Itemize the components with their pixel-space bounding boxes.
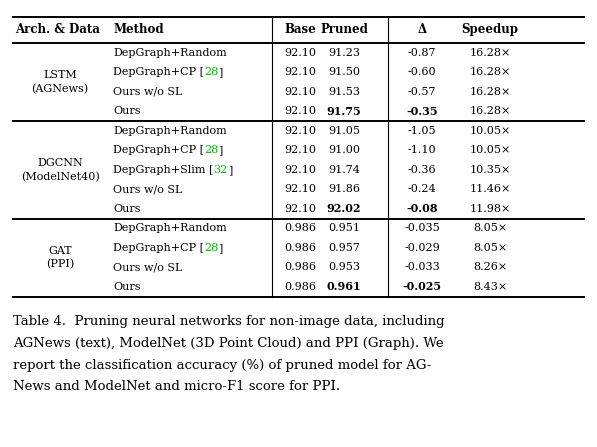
Text: 16.28×: 16.28× bbox=[469, 87, 510, 97]
Text: DepGraph+CP [: DepGraph+CP [ bbox=[113, 243, 204, 253]
Text: GAT: GAT bbox=[48, 245, 72, 256]
Text: AGNews (text), ModelNet (3D Point Cloud) and PPI (Graph). We: AGNews (text), ModelNet (3D Point Cloud)… bbox=[13, 337, 444, 350]
Text: (AGNews): (AGNews) bbox=[32, 84, 88, 94]
Text: DepGraph+Random: DepGraph+Random bbox=[113, 223, 227, 233]
Text: 91.53: 91.53 bbox=[328, 87, 360, 97]
Text: Ours: Ours bbox=[113, 282, 140, 292]
Text: Δ: Δ bbox=[417, 24, 427, 37]
Text: 92.02: 92.02 bbox=[327, 203, 361, 214]
Text: ]: ] bbox=[219, 145, 223, 155]
Text: -0.029: -0.029 bbox=[404, 243, 440, 253]
Text: 16.28×: 16.28× bbox=[469, 106, 510, 116]
Text: 0.986: 0.986 bbox=[284, 282, 316, 292]
Text: 8.05×: 8.05× bbox=[473, 223, 507, 233]
Text: DepGraph+Slim [: DepGraph+Slim [ bbox=[113, 165, 213, 175]
Text: DepGraph+Random: DepGraph+Random bbox=[113, 48, 227, 58]
Text: -1.10: -1.10 bbox=[408, 145, 436, 155]
Text: 11.46×: 11.46× bbox=[469, 184, 510, 194]
Text: Ours: Ours bbox=[113, 204, 140, 214]
Text: 92.10: 92.10 bbox=[284, 87, 316, 97]
Text: Speedup: Speedup bbox=[461, 24, 519, 37]
Text: 91.74: 91.74 bbox=[328, 165, 360, 175]
Text: 91.50: 91.50 bbox=[328, 67, 360, 77]
Text: LSTM: LSTM bbox=[43, 70, 77, 80]
Text: Ours: Ours bbox=[113, 106, 140, 116]
Text: 92.10: 92.10 bbox=[284, 48, 316, 58]
Text: 16.28×: 16.28× bbox=[469, 48, 510, 58]
Text: 10.05×: 10.05× bbox=[469, 145, 510, 155]
Text: -0.025: -0.025 bbox=[402, 281, 442, 292]
Text: 92.10: 92.10 bbox=[284, 165, 316, 175]
Text: -0.60: -0.60 bbox=[408, 67, 436, 77]
Text: -0.033: -0.033 bbox=[404, 262, 440, 272]
Text: 0.986: 0.986 bbox=[284, 223, 316, 233]
Text: 0.961: 0.961 bbox=[327, 281, 361, 292]
Text: (ModelNet40): (ModelNet40) bbox=[21, 172, 99, 182]
Text: -0.57: -0.57 bbox=[408, 87, 436, 97]
Text: ]: ] bbox=[227, 165, 232, 175]
Text: -1.05: -1.05 bbox=[408, 126, 436, 136]
Text: 92.10: 92.10 bbox=[284, 106, 316, 116]
Text: 8.05×: 8.05× bbox=[473, 243, 507, 253]
Text: 92.10: 92.10 bbox=[284, 145, 316, 155]
Text: 0.986: 0.986 bbox=[284, 243, 316, 253]
Text: DepGraph+Random: DepGraph+Random bbox=[113, 126, 227, 136]
Text: 10.35×: 10.35× bbox=[469, 165, 510, 175]
Text: 8.43×: 8.43× bbox=[473, 282, 507, 292]
Text: DGCNN: DGCNN bbox=[37, 158, 83, 168]
Text: 16.28×: 16.28× bbox=[469, 67, 510, 77]
Text: Table 4.  Pruning neural networks for non-image data, including: Table 4. Pruning neural networks for non… bbox=[13, 315, 445, 328]
Text: ]: ] bbox=[219, 243, 223, 253]
Text: Ours w/o SL: Ours w/o SL bbox=[113, 87, 182, 97]
Text: -0.035: -0.035 bbox=[404, 223, 440, 233]
Text: DepGraph+CP [: DepGraph+CP [ bbox=[113, 67, 204, 77]
Text: -0.36: -0.36 bbox=[408, 165, 436, 175]
Text: Ours w/o SL: Ours w/o SL bbox=[113, 262, 182, 272]
Text: 92.10: 92.10 bbox=[284, 184, 316, 194]
Text: 0.986: 0.986 bbox=[284, 262, 316, 272]
Text: 92.10: 92.10 bbox=[284, 126, 316, 136]
Text: 0.957: 0.957 bbox=[328, 243, 360, 253]
Text: 8.26×: 8.26× bbox=[473, 262, 507, 272]
Text: 28: 28 bbox=[204, 243, 219, 253]
Text: Arch. & Data: Arch. & Data bbox=[15, 24, 100, 37]
Text: News and ModelNet and micro-F1 score for PPI.: News and ModelNet and micro-F1 score for… bbox=[13, 380, 340, 393]
Text: Pruned: Pruned bbox=[320, 24, 368, 37]
Text: 0.953: 0.953 bbox=[328, 262, 360, 272]
Text: 92.10: 92.10 bbox=[284, 204, 316, 214]
Text: ]: ] bbox=[219, 67, 223, 77]
Text: 91.00: 91.00 bbox=[328, 145, 360, 155]
Text: Ours w/o SL: Ours w/o SL bbox=[113, 184, 182, 194]
Text: 28: 28 bbox=[204, 145, 219, 155]
Text: 91.05: 91.05 bbox=[328, 126, 360, 136]
Text: -0.35: -0.35 bbox=[406, 106, 438, 117]
Text: DepGraph+CP [: DepGraph+CP [ bbox=[113, 145, 204, 155]
Text: -0.24: -0.24 bbox=[408, 184, 436, 194]
Text: 11.98×: 11.98× bbox=[469, 204, 510, 214]
Text: 91.75: 91.75 bbox=[327, 106, 361, 117]
Text: 92.10: 92.10 bbox=[284, 67, 316, 77]
Text: -0.87: -0.87 bbox=[408, 48, 436, 58]
Text: 32: 32 bbox=[213, 165, 227, 175]
Text: (PPI): (PPI) bbox=[46, 259, 74, 270]
Text: Method: Method bbox=[113, 24, 164, 37]
Text: 0.951: 0.951 bbox=[328, 223, 360, 233]
Text: 91.86: 91.86 bbox=[328, 184, 360, 194]
Text: report the classification accuracy (%) of pruned model for AG-: report the classification accuracy (%) o… bbox=[13, 358, 432, 371]
Text: -0.08: -0.08 bbox=[406, 203, 438, 214]
Text: Base: Base bbox=[284, 24, 316, 37]
Text: 91.23: 91.23 bbox=[328, 48, 360, 58]
Text: 10.05×: 10.05× bbox=[469, 126, 510, 136]
Text: 28: 28 bbox=[204, 67, 219, 77]
